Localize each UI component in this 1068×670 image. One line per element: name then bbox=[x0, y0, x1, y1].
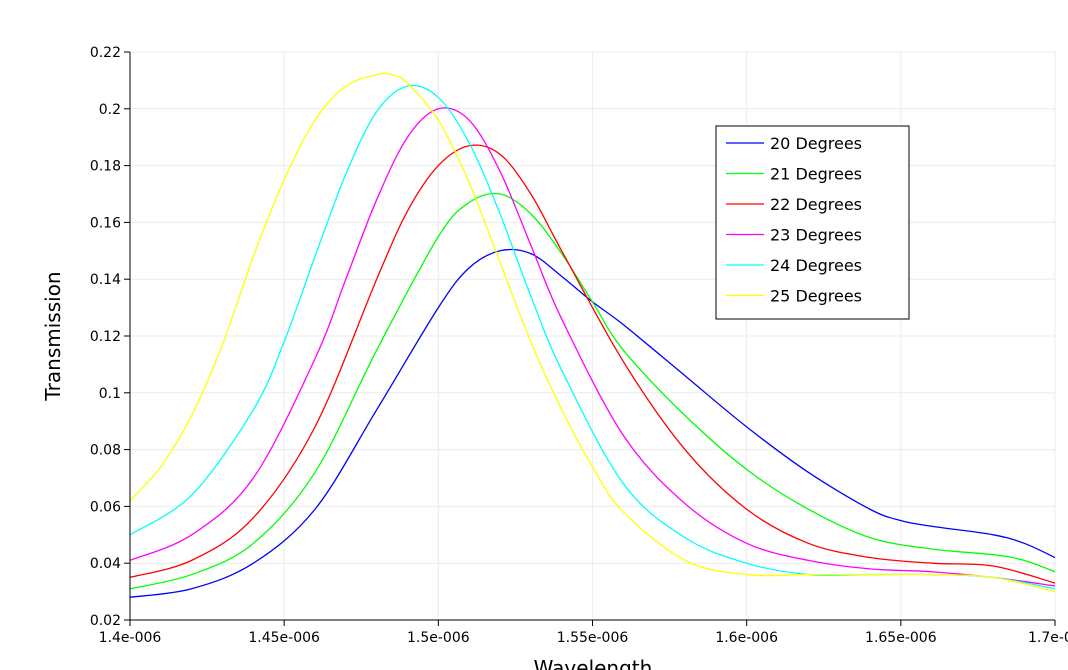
y-axis-title: Transmission bbox=[41, 271, 65, 401]
y-tick-label: 0.08 bbox=[90, 443, 121, 459]
y-tick-label: 0.04 bbox=[90, 556, 121, 572]
series-line-23-degrees bbox=[129, 107, 1056, 587]
x-tick-label: 1.7e-0 bbox=[1028, 630, 1068, 646]
x-tick-label: 1.6e-006 bbox=[715, 630, 778, 646]
x-tick-label: 1.5e-006 bbox=[407, 630, 470, 646]
y-tick-label: 0.2 bbox=[99, 102, 121, 118]
legend[interactable]: 20 Degrees 21 Degrees 22 Degrees 23 Degrees… bbox=[715, 125, 910, 320]
x-axis-title: Wavelength bbox=[534, 656, 653, 670]
y-tick-label: 0.06 bbox=[90, 499, 121, 515]
legend-label-20-degrees: 20 Degrees bbox=[770, 134, 862, 153]
x-tick-label: 1.4e-006 bbox=[99, 630, 162, 646]
y-tick-label: 0.22 bbox=[90, 45, 121, 61]
y-tick-label: 0.18 bbox=[90, 159, 121, 175]
legend-label-21-degrees: 21 Degrees bbox=[770, 165, 862, 184]
series-line-25-degrees bbox=[129, 72, 1056, 593]
x-tick-label: 1.55e-006 bbox=[557, 630, 629, 646]
axes: 0.02 0.04 0.06 0.08 0.1 0.12 0.14 0.16 0.18 0.2 0.… bbox=[90, 45, 1068, 646]
legend-box bbox=[715, 125, 910, 320]
y-tick-label: 0.14 bbox=[90, 272, 121, 288]
y-tick-label: 0.02 bbox=[90, 613, 121, 629]
series-line-22-degrees bbox=[129, 144, 1056, 584]
x-tick-label: 1.65e-006 bbox=[865, 630, 937, 646]
y-tick-label: 0.1 bbox=[99, 386, 121, 402]
legend-label-24-degrees: 24 Degrees bbox=[770, 256, 862, 275]
y-tick-label: 0.16 bbox=[90, 215, 121, 231]
x-tick-label: 1.45e-006 bbox=[248, 630, 320, 646]
legend-label-25-degrees: 25 Degrees bbox=[770, 287, 862, 306]
legend-label-23-degrees: 23 Degrees bbox=[770, 226, 862, 245]
grid-lines bbox=[130, 51, 1056, 620]
legend-label-22-degrees: 22 Degrees bbox=[770, 195, 862, 214]
y-tick-label: 0.12 bbox=[90, 329, 121, 345]
series-line-24-degrees bbox=[129, 84, 1056, 590]
series-lines bbox=[129, 72, 1056, 598]
